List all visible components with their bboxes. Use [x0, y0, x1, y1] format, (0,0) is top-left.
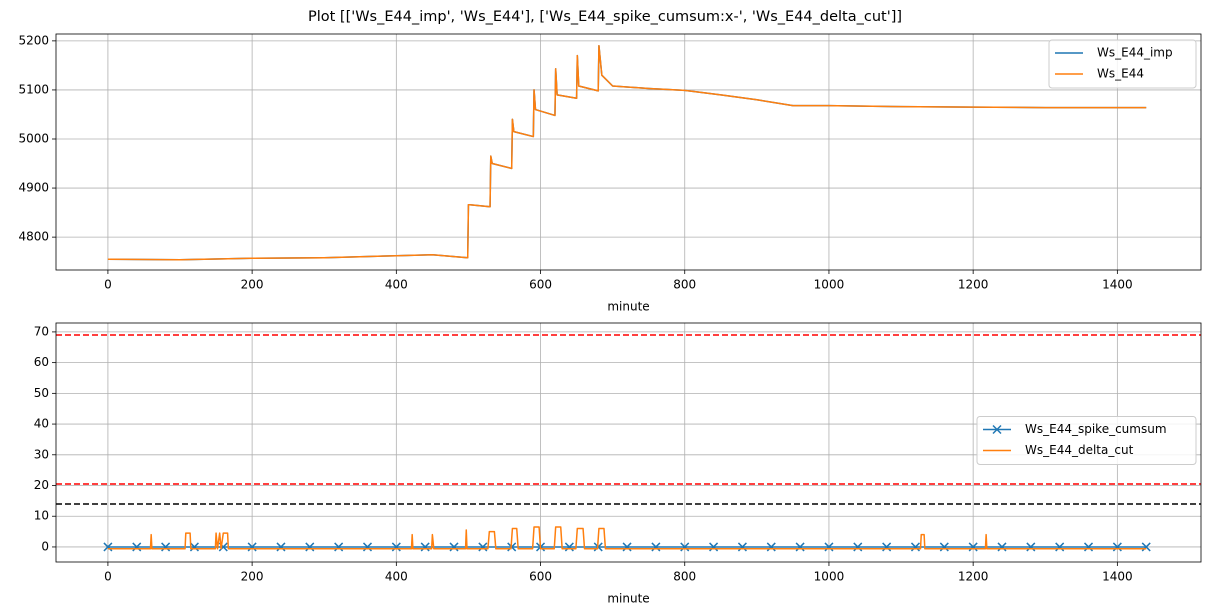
x-tick-label: 1000 — [814, 278, 845, 292]
x-tick-label: 1400 — [1102, 278, 1133, 292]
marker — [709, 542, 719, 552]
marker — [1112, 542, 1122, 552]
marker — [997, 542, 1007, 552]
marker — [824, 542, 834, 552]
figure-title: Plot [['Ws_E44_imp', 'Ws_E44'], ['Ws_E44… — [308, 9, 902, 25]
x-tick-label: 600 — [529, 570, 552, 584]
marker — [1055, 542, 1065, 552]
marker — [622, 542, 632, 552]
x-tick-label: 200 — [241, 570, 264, 584]
marker — [391, 542, 401, 552]
marker — [766, 542, 776, 552]
series-line — [107, 526, 1147, 550]
y-tick-label: 30 — [34, 447, 49, 461]
legend: Ws_E44_spike_cumsum Ws_E44_delta_cut — [976, 416, 1197, 465]
y-tick-label: 60 — [34, 355, 49, 369]
x-tick-label: 1200 — [958, 278, 989, 292]
x-axis-label: minute — [607, 300, 649, 314]
marker — [1026, 542, 1036, 552]
legend-label: Ws_E44_spike_cumsum — [1025, 422, 1167, 436]
marker — [968, 542, 978, 552]
axes-frame — [55, 322, 1202, 563]
y-tick-label: 50 — [34, 386, 49, 400]
legend-label: Ws_E44_imp — [1097, 46, 1173, 60]
x-tick-label: 1200 — [958, 570, 989, 584]
y-tick-label: 10 — [34, 509, 49, 523]
legend-label: Ws_E44_delta_cut — [1025, 443, 1134, 457]
x-tick-label: 800 — [673, 570, 696, 584]
x-tick-label: 0 — [104, 278, 112, 292]
marker — [276, 542, 286, 552]
y-tick-label: 5000 — [18, 131, 49, 145]
x-tick-label: 1400 — [1102, 570, 1133, 584]
axes-frame — [55, 33, 1202, 271]
marker — [939, 542, 949, 552]
x-tick-label: 400 — [385, 570, 408, 584]
marker — [1083, 542, 1094, 552]
marker — [680, 542, 690, 552]
x-tick-label: 600 — [529, 278, 552, 292]
marker — [1141, 542, 1151, 552]
y-tick-label: 40 — [34, 417, 49, 431]
x-tick-label: 0 — [104, 570, 112, 584]
marker — [362, 542, 373, 552]
y-tick-label: 70 — [34, 324, 49, 338]
x-tick-label: 400 — [385, 278, 408, 292]
x-tick-label: 200 — [241, 278, 264, 292]
legend-label: Ws_E44 — [1097, 67, 1144, 81]
legend-box — [1048, 39, 1197, 89]
marker — [132, 542, 142, 552]
y-tick-label: 4900 — [18, 181, 49, 195]
legend-marker — [992, 424, 1002, 435]
marker — [189, 542, 199, 552]
marker — [853, 542, 863, 552]
marker — [795, 542, 805, 552]
marker — [651, 542, 661, 552]
marker — [449, 542, 459, 552]
marker — [910, 542, 921, 552]
legend-box — [976, 416, 1197, 465]
legend: Ws_E44_imp Ws_E44 — [1048, 39, 1197, 89]
marker — [161, 542, 171, 552]
y-tick-label: 5200 — [18, 33, 49, 47]
marker — [478, 542, 488, 552]
series-line — [107, 45, 1147, 261]
marker — [103, 542, 113, 552]
marker — [882, 542, 892, 552]
marker — [247, 542, 257, 552]
y-tick-label: 4800 — [18, 230, 49, 244]
x-tick-label: 1000 — [814, 570, 845, 584]
marker — [334, 542, 344, 552]
y-tick-label: 5100 — [18, 82, 49, 96]
marker — [564, 542, 574, 552]
marker — [305, 542, 315, 552]
y-tick-label: 20 — [34, 478, 49, 492]
marker — [420, 542, 430, 552]
x-tick-label: 800 — [673, 278, 696, 292]
marker — [737, 542, 747, 552]
x-axis-label: minute — [607, 592, 649, 606]
series-line — [107, 45, 1147, 261]
y-tick-label: 0 — [41, 539, 49, 553]
